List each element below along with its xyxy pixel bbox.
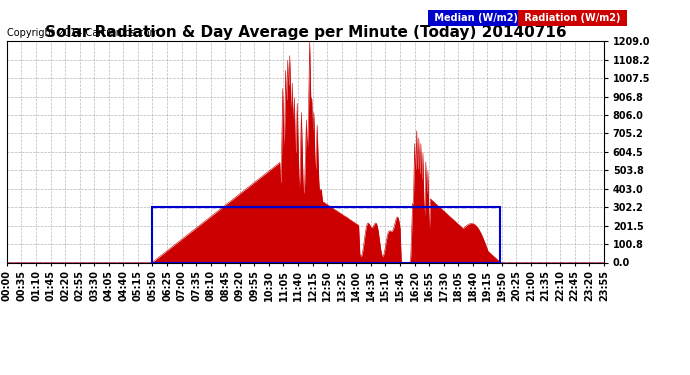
Text: Median (W/m2): Median (W/m2) [431,13,522,23]
Text: Copyright 2014 Cartronics.com: Copyright 2014 Cartronics.com [7,28,159,38]
Text: Radiation (W/m2): Radiation (W/m2) [521,13,624,23]
Title: Solar Radiation & Day Average per Minute (Today) 20140716: Solar Radiation & Day Average per Minute… [45,25,566,40]
Bar [152,207,500,262]
